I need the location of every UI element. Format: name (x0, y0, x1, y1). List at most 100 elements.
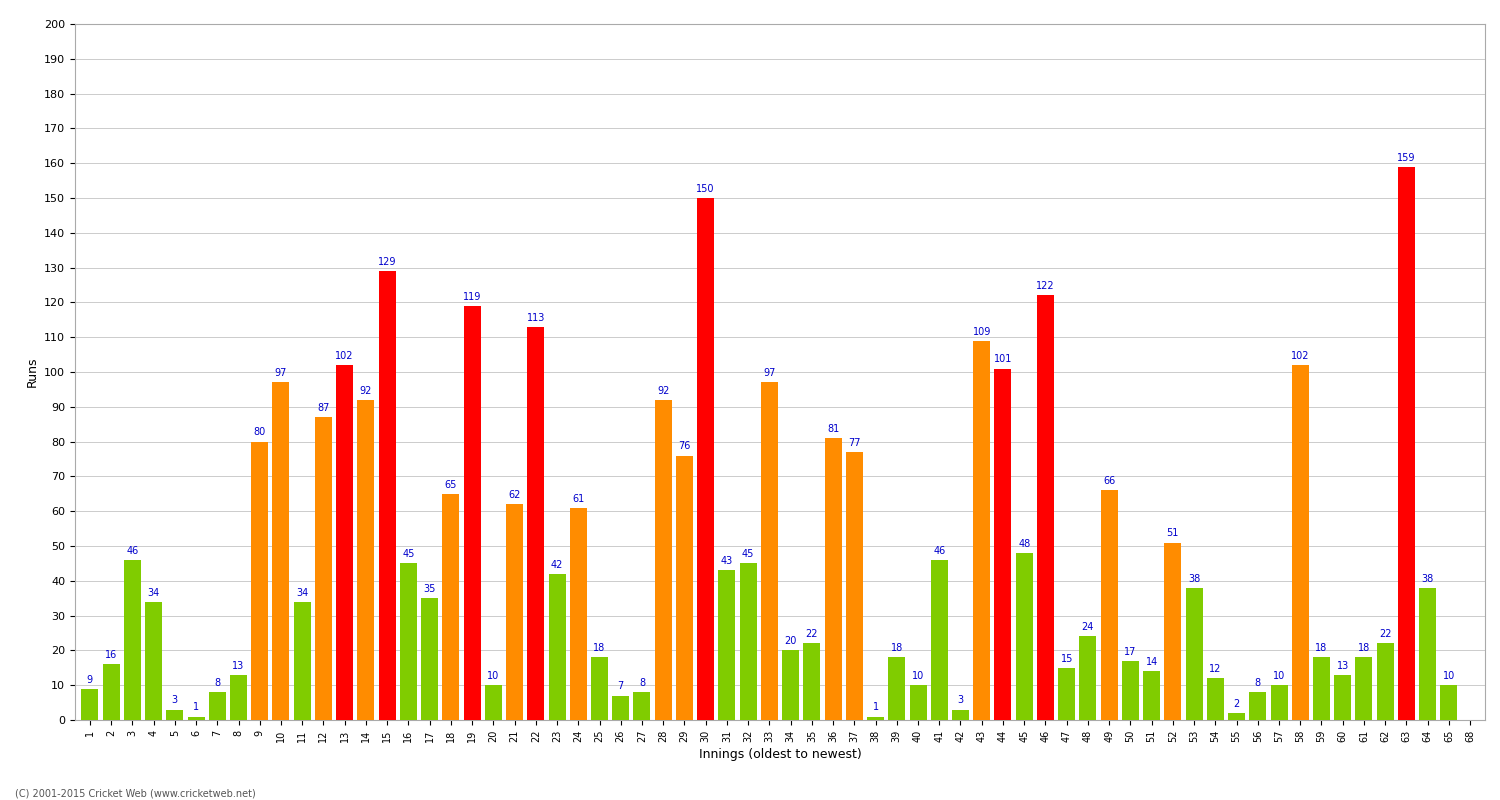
Text: 8: 8 (1254, 678, 1262, 688)
Bar (909, 685, 927, 720)
Text: 1: 1 (873, 702, 879, 712)
Text: (C) 2001-2015 Cricket Web (www.cricketweb.net): (C) 2001-2015 Cricket Web (www.cricketwe… (15, 788, 255, 798)
Bar (442, 494, 459, 720)
Bar (676, 455, 693, 720)
Bar (1036, 295, 1054, 720)
Bar (1185, 588, 1203, 720)
Text: 51: 51 (1167, 528, 1179, 538)
Text: 97: 97 (764, 368, 776, 378)
Bar (1440, 685, 1458, 720)
Text: 18: 18 (1316, 643, 1328, 653)
Bar (1398, 166, 1414, 720)
Y-axis label: Runs: Runs (26, 357, 39, 387)
Text: 24: 24 (1082, 622, 1094, 632)
Text: 129: 129 (378, 257, 396, 267)
Bar (1016, 553, 1032, 720)
Bar (654, 400, 672, 720)
Bar (1058, 668, 1076, 720)
Text: 150: 150 (696, 184, 715, 194)
Bar (1377, 643, 1394, 720)
Bar (591, 658, 608, 720)
Text: 12: 12 (1209, 664, 1221, 674)
Bar (782, 650, 800, 720)
Bar (188, 717, 204, 720)
Bar (336, 365, 352, 720)
Text: 15: 15 (1060, 654, 1072, 664)
Bar (294, 602, 310, 720)
Text: 45: 45 (402, 550, 414, 559)
Text: 42: 42 (550, 560, 562, 570)
Text: 87: 87 (318, 403, 330, 413)
Text: 122: 122 (1036, 282, 1054, 291)
Text: 38: 38 (1422, 574, 1434, 583)
Text: 10: 10 (1274, 671, 1286, 681)
Bar (974, 341, 990, 720)
Bar (400, 563, 417, 720)
Text: 80: 80 (254, 427, 266, 438)
Bar (422, 598, 438, 720)
Bar (867, 717, 883, 720)
Bar (888, 658, 906, 720)
Bar (994, 369, 1011, 720)
Text: 34: 34 (296, 587, 309, 598)
Bar (378, 271, 396, 720)
Bar (1228, 713, 1245, 720)
Text: 66: 66 (1102, 476, 1116, 486)
Text: 18: 18 (1358, 643, 1370, 653)
Text: 17: 17 (1124, 646, 1137, 657)
Bar (1292, 365, 1308, 720)
X-axis label: Innings (oldest to newest): Innings (oldest to newest) (699, 748, 861, 761)
Bar (1164, 542, 1182, 720)
Bar (740, 563, 756, 720)
Text: 8: 8 (214, 678, 220, 688)
Bar (804, 643, 820, 720)
Bar (1270, 685, 1287, 720)
Bar (209, 692, 226, 720)
Text: 76: 76 (678, 442, 690, 451)
Text: 77: 77 (847, 438, 861, 448)
Bar (698, 198, 714, 720)
Text: 20: 20 (784, 636, 796, 646)
Text: 9: 9 (87, 674, 93, 685)
Bar (251, 442, 268, 720)
Text: 10: 10 (912, 671, 924, 681)
Bar (1356, 658, 1372, 720)
Text: 92: 92 (657, 386, 669, 396)
Bar (528, 326, 544, 720)
Bar (230, 674, 248, 720)
Text: 46: 46 (126, 546, 138, 556)
Bar (1208, 678, 1224, 720)
Text: 113: 113 (526, 313, 544, 322)
Text: 159: 159 (1396, 153, 1416, 162)
Bar (570, 508, 586, 720)
Text: 102: 102 (336, 351, 354, 361)
Bar (1334, 674, 1352, 720)
Bar (825, 438, 842, 720)
Bar (952, 710, 969, 720)
Text: 92: 92 (360, 386, 372, 396)
Text: 3: 3 (171, 695, 178, 706)
Bar (1250, 692, 1266, 720)
Bar (932, 560, 948, 720)
Text: 97: 97 (274, 368, 286, 378)
Text: 14: 14 (1146, 657, 1158, 667)
Bar (1122, 661, 1138, 720)
Text: 8: 8 (639, 678, 645, 688)
Bar (1101, 490, 1118, 720)
Text: 34: 34 (147, 587, 159, 598)
Text: 10: 10 (1443, 671, 1455, 681)
Bar (315, 418, 332, 720)
Text: 22: 22 (1378, 630, 1392, 639)
Bar (102, 664, 120, 720)
Bar (612, 696, 628, 720)
Bar (166, 710, 183, 720)
Text: 35: 35 (423, 584, 436, 594)
Text: 62: 62 (509, 490, 520, 500)
Text: 43: 43 (722, 556, 734, 566)
Bar (124, 560, 141, 720)
Text: 10: 10 (488, 671, 500, 681)
Text: 7: 7 (618, 682, 624, 691)
Text: 16: 16 (105, 650, 117, 660)
Text: 101: 101 (994, 354, 1012, 364)
Text: 18: 18 (594, 643, 606, 653)
